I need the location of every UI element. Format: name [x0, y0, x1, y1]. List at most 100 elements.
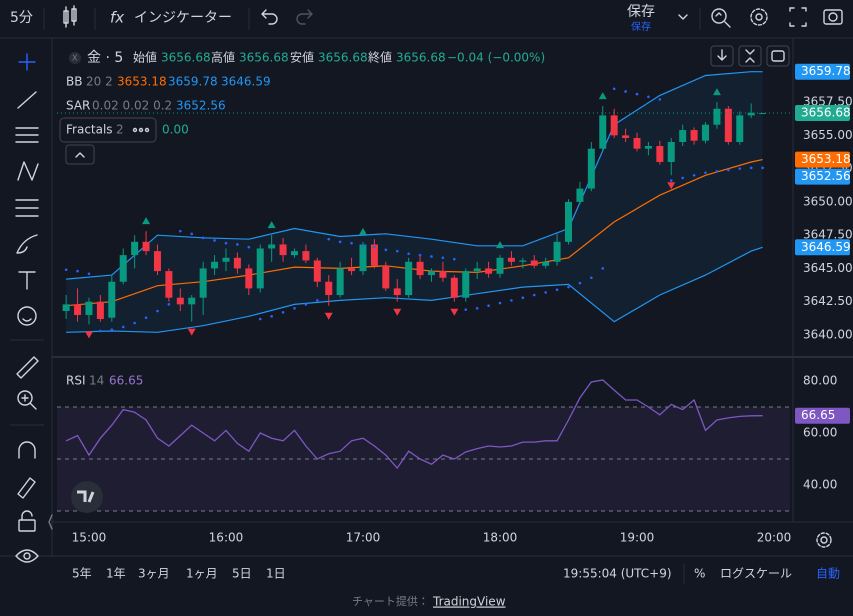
collapse-legend[interactable]: [65, 144, 95, 165]
trendline-tool[interactable]: [17, 91, 37, 109]
range-button[interactable]: 5年: [72, 567, 92, 581]
magnet-tool[interactable]: [18, 441, 36, 459]
fib-tool[interactable]: [15, 127, 39, 143]
tv-logo[interactable]: [71, 481, 103, 513]
percent-toggle[interactable]: %: [694, 567, 705, 581]
brush-tool[interactable]: [16, 234, 38, 254]
lock-drawing-tool[interactable]: [17, 477, 36, 499]
prediction-tool[interactable]: [15, 199, 39, 217]
symbol-logo-mark: X: [72, 54, 78, 63]
sar-dot: [384, 248, 388, 252]
candle-body: [599, 115, 607, 149]
sar-dot: [669, 179, 673, 182]
x-tick-label: 20:00: [757, 531, 792, 545]
alert-icon[interactable]: [711, 8, 731, 28]
rsi-badge: [795, 407, 850, 424]
sar-dot: [601, 267, 605, 270]
candle-body: [336, 268, 344, 296]
rsi-line: [65, 379, 763, 470]
log-toggle[interactable]: ログスケール: [720, 567, 792, 581]
y-tick-label: 3650.00: [803, 194, 853, 208]
range-button[interactable]: 1年: [106, 567, 126, 581]
fractal-up: [712, 88, 721, 96]
indicators-button[interactable]: インジケーター: [134, 10, 232, 26]
candle-body: [667, 142, 675, 162]
save-status: 保存: [631, 20, 651, 33]
fractal-down: [667, 182, 676, 190]
fractal-up: [358, 227, 367, 235]
chart-type-icon[interactable]: [63, 5, 77, 28]
plot: 3640.00 3642.50 3645.00 3647.50 3650.00 3652.…: [57, 63, 853, 545]
bb-name[interactable]: BB: [66, 75, 82, 89]
y-tick-label: 3655.00: [803, 128, 853, 142]
candle-body: [325, 281, 333, 296]
footer-link[interactable]: TradingView: [432, 595, 506, 609]
candle-body: [359, 244, 367, 272]
sar-dot: [749, 166, 753, 170]
price-badge: [795, 63, 850, 80]
visibility-tool[interactable]: [15, 549, 39, 563]
settings-icon[interactable]: [750, 8, 768, 26]
candle-body: [450, 277, 458, 298]
candle-body: [233, 257, 241, 269]
sar-dot: [76, 269, 79, 273]
candle-body: [290, 251, 298, 256]
fractal-down: [187, 328, 196, 336]
range-button[interactable]: 1ヶ月: [186, 567, 218, 581]
sar-dot: [293, 307, 296, 310]
crosshair-tool[interactable]: [18, 53, 36, 71]
range-button[interactable]: 1日: [266, 567, 286, 581]
sar-dot: [395, 249, 399, 253]
candle-body: [370, 244, 378, 266]
candle-body: [485, 268, 493, 274]
sar-dot: [327, 237, 331, 241]
sar-dot: [304, 303, 308, 306]
candle-body: [108, 281, 116, 318]
undo-icon[interactable]: [261, 9, 278, 25]
interval[interactable]: 5分: [10, 10, 33, 26]
ruler-tool[interactable]: [16, 356, 39, 379]
candle-body: [462, 271, 470, 298]
fractals-name[interactable]: Fractals: [66, 123, 113, 137]
symbol[interactable]: 金 · 5: [87, 50, 123, 66]
sar-name[interactable]: SAR: [66, 99, 90, 113]
candle-body: [473, 268, 481, 272]
collapse-pane-icon: [745, 49, 755, 63]
collapse-pane-button[interactable]: [738, 45, 762, 67]
pattern-tool[interactable]: [17, 161, 39, 181]
maximize-button[interactable]: [766, 45, 790, 67]
save-menu-icon[interactable]: [678, 14, 688, 20]
range-button[interactable]: 5日: [232, 567, 252, 581]
candle-body: [211, 261, 219, 269]
rsi-name[interactable]: RSI: [66, 374, 86, 388]
zoom-tool[interactable]: [17, 390, 37, 410]
sar-dot: [681, 176, 684, 180]
sar-dot: [521, 296, 525, 300]
axis-settings[interactable]: [816, 532, 832, 548]
candle-body: [199, 268, 207, 298]
candle-body: [496, 257, 504, 274]
candle-body: [153, 251, 161, 272]
fractals-box[interactable]: [59, 117, 157, 143]
sar-dot: [453, 257, 456, 261]
lock-tool[interactable]: [18, 510, 36, 532]
fullscreen-icon[interactable]: [789, 7, 807, 27]
collapse-toolbar[interactable]: [48, 514, 53, 530]
emoji-tool[interactable]: [17, 306, 37, 326]
candle-body: [393, 288, 401, 296]
bb-lower: 3646.59: [221, 75, 271, 89]
close-label: 終値: [368, 50, 392, 65]
more-icon[interactable]: [132, 127, 150, 133]
sar-dot: [612, 87, 616, 91]
price-badge: [795, 105, 850, 122]
auto-toggle[interactable]: 自動: [816, 567, 840, 581]
fx-icon[interactable]: fx: [110, 9, 124, 27]
sar-dot: [487, 304, 490, 307]
text-tool[interactable]: [18, 271, 36, 290]
save-button[interactable]: 保存: [627, 4, 655, 20]
screenshot-icon[interactable]: [823, 9, 843, 25]
open-label: 始値: [133, 50, 157, 65]
range-button[interactable]: 3ヶ月: [138, 567, 170, 581]
